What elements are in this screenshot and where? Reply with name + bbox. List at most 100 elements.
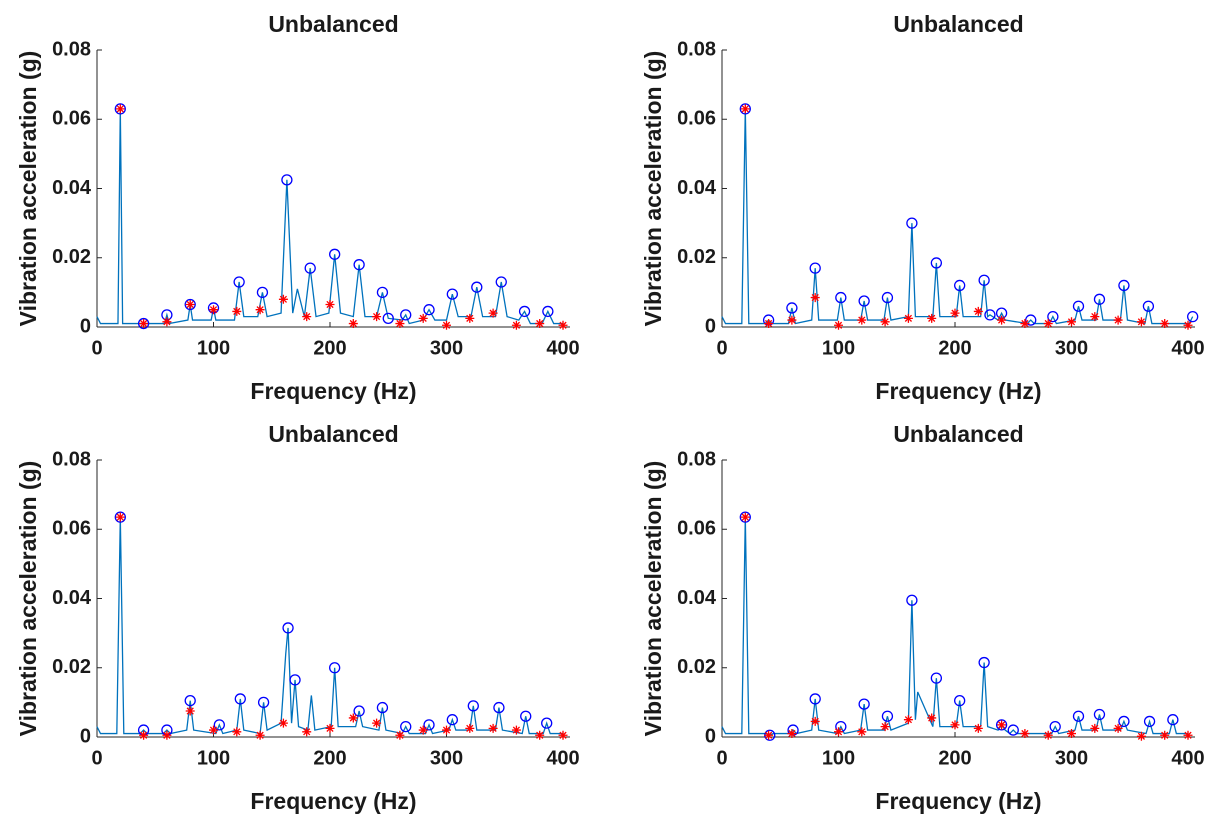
harmonic-marker (927, 313, 937, 323)
chart-title: Unbalanced (268, 11, 398, 37)
peak-marker (518, 305, 531, 318)
y-tick-label: 0 (80, 315, 91, 337)
peak-marker (1072, 710, 1085, 722)
peak-marker (1187, 310, 1199, 323)
harmonic-marker (348, 713, 358, 723)
y-axis-label: Vibration acceleration (g) (15, 51, 41, 327)
harmonic-marker (1136, 731, 1146, 741)
peak-marker (400, 720, 412, 733)
x-tick-label: 200 (313, 337, 346, 359)
harmonic-marker (880, 317, 890, 327)
harmonic-marker (1067, 729, 1077, 739)
harmonic-marker (162, 730, 172, 740)
peak-marker (353, 259, 365, 271)
harmonic-marker (418, 725, 428, 735)
peak-marker (353, 705, 365, 717)
harmonic-marker (255, 305, 265, 315)
harmonic-marker (1043, 730, 1053, 740)
harmonic-marker (834, 727, 844, 737)
peak-marker (978, 656, 990, 669)
harmonic-marker (764, 319, 774, 329)
peak-marker (1118, 279, 1130, 292)
harmonic-marker (1183, 320, 1193, 330)
x-tick-label: 0 (716, 747, 727, 769)
peak-marker (1093, 293, 1106, 305)
peak-marker (282, 622, 294, 634)
peak-marker (376, 701, 389, 714)
chart-title: Unbalanced (268, 421, 398, 447)
harmonic-marker (558, 730, 568, 740)
harmonic-marker (232, 306, 242, 316)
harmonic-marker (278, 718, 288, 728)
x-tick-label: 400 (546, 337, 579, 359)
harmonic-marker (372, 718, 382, 728)
harmonic-marker (465, 723, 475, 733)
harmonic-marker (740, 104, 750, 114)
peak-marker (471, 281, 483, 293)
harmonic-marker (115, 512, 125, 522)
spectrum-line (96, 517, 564, 735)
peak-marker (835, 291, 847, 304)
peak-marker (423, 304, 435, 316)
harmonic-marker (139, 319, 149, 329)
peak-marker (541, 717, 553, 729)
peak-marker (1072, 300, 1085, 312)
x-tick-label: 300 (1055, 747, 1088, 769)
y-tick-label: 0.04 (677, 177, 717, 199)
harmonic-marker (810, 293, 820, 303)
harmonic-marker (1090, 723, 1100, 733)
harmonic-marker (209, 725, 219, 735)
y-tick-label: 0.08 (677, 448, 716, 470)
peak-marker (1118, 715, 1130, 728)
peak-marker (304, 262, 316, 274)
x-tick-label: 100 (197, 337, 230, 359)
peak-marker (493, 701, 505, 714)
y-tick-label: 0.02 (677, 246, 716, 268)
peak-marker (446, 288, 458, 300)
x-tick-label: 300 (1055, 337, 1088, 359)
peak-marker (376, 286, 389, 299)
harmonic-marker (488, 308, 498, 318)
y-tick-label: 0.04 (52, 177, 92, 199)
peak-marker (954, 279, 966, 292)
peak-marker (930, 257, 943, 269)
harmonic-marker (973, 723, 983, 733)
y-tick-label: 0.06 (52, 108, 91, 130)
peak-marker (739, 103, 751, 115)
x-tick-label: 200 (938, 747, 971, 769)
peak-marker (114, 511, 126, 523)
harmonic-marker (857, 315, 867, 325)
peak-marker (978, 274, 990, 286)
y-tick-label: 0.06 (677, 518, 716, 540)
x-tick-label: 300 (430, 747, 463, 769)
peak-marker (984, 309, 996, 321)
x-tick-label: 400 (1171, 337, 1204, 359)
x-tick-label: 200 (313, 747, 346, 769)
harmonic-marker (1043, 319, 1053, 329)
peak-marker (233, 276, 245, 288)
harmonic-marker (535, 319, 545, 329)
harmonic-marker (950, 308, 960, 318)
harmonic-marker (927, 713, 937, 723)
x-tick-label: 100 (197, 747, 230, 769)
y-axis-label: Vibration acceleration (g) (640, 51, 666, 327)
peak-marker (1049, 720, 1061, 733)
y-tick-label: 0.08 (52, 448, 91, 470)
peak-marker (234, 693, 246, 705)
harmonic-marker (787, 729, 797, 739)
peak-marker (1142, 300, 1155, 312)
harmonic-marker (834, 320, 844, 330)
harmonic-marker (465, 313, 475, 323)
harmonic-marker (1020, 319, 1030, 329)
y-tick-label: 0.02 (52, 246, 91, 268)
peak-marker (382, 312, 394, 324)
harmonic-marker (787, 315, 797, 325)
peak-marker (114, 103, 126, 115)
harmonic-marker (740, 512, 750, 522)
peak-marker (881, 710, 894, 722)
harmonic-marker (139, 730, 149, 740)
x-tick-label: 0 (91, 747, 102, 769)
harmonic-marker (1090, 312, 1100, 322)
subplot: Unbalanced Frequency (Hz) Vibration accele… (640, 11, 1205, 404)
y-tick-label: 0.06 (677, 108, 716, 130)
